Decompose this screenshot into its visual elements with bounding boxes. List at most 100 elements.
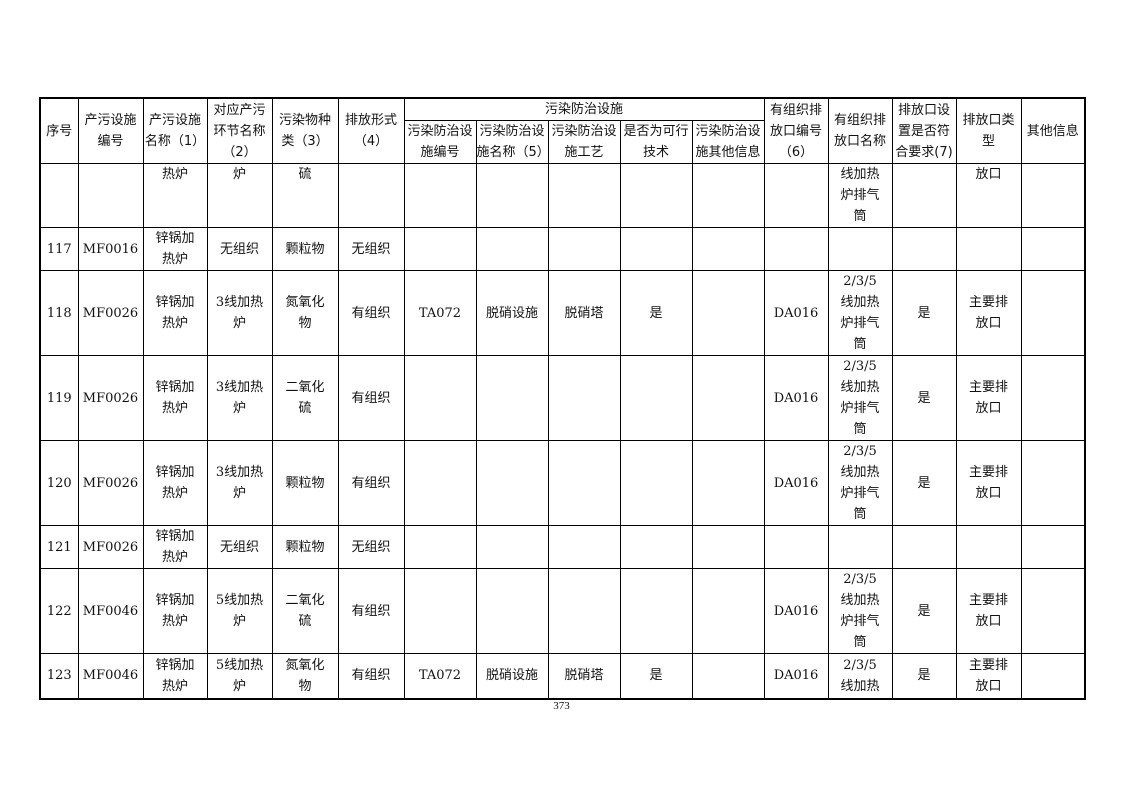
header-control-name: 污染防治设 施名称（5）	[475, 120, 549, 164]
table-cell	[475, 440, 549, 526]
table-cell	[475, 355, 549, 441]
header-facility-name: 产污设施 名称（1）	[142, 97, 208, 164]
table-cell: 无组织	[206, 525, 273, 569]
table-cell: 颗粒物	[271, 525, 339, 569]
table-cell: 脱硝塔	[547, 270, 621, 356]
table-cell	[619, 227, 693, 271]
header-outlet-type: 排放口类 型	[955, 97, 1022, 164]
table-cell	[619, 525, 693, 569]
table-cell: 颗粒物	[271, 227, 339, 271]
table-cell	[403, 440, 477, 526]
table-cell	[827, 525, 893, 569]
table-cell: DA016	[763, 355, 829, 441]
table-cell	[475, 568, 549, 654]
header-control-id: 污染防治设 施编号	[403, 120, 477, 164]
header-process: 对应产污 环节名称 （2）	[206, 97, 273, 164]
table-cell: 5线加热 炉	[206, 568, 273, 654]
table-cell: TA072	[403, 653, 477, 699]
table-cell	[475, 227, 549, 271]
header-control-tech: 污染防治设 施工艺	[547, 120, 621, 164]
table-cell: 2/3/5 线加热 炉排气 筒	[827, 440, 893, 526]
table-cell: 锌锅加 热炉	[142, 227, 208, 271]
header-seq: 序号	[39, 97, 79, 164]
table-cell: 120	[39, 440, 79, 526]
table-cell	[691, 355, 765, 441]
header-control-other: 污染防治设 施其他信息	[691, 120, 765, 164]
table-cell: 123	[39, 653, 79, 699]
table-cell	[547, 568, 621, 654]
table-cell	[403, 568, 477, 654]
header-other: 其他信息	[1020, 97, 1086, 164]
table-cell: 脱硝塔	[547, 653, 621, 699]
table-cell	[955, 525, 1022, 569]
table-cell	[403, 163, 477, 228]
table-cell	[763, 525, 829, 569]
table-cell: 二氧化 硫	[271, 568, 339, 654]
table-cell	[1020, 525, 1086, 569]
table-cell: 热炉	[142, 163, 208, 228]
table-cell	[547, 163, 621, 228]
table-cell	[691, 440, 765, 526]
table-cell: 是	[891, 270, 957, 356]
table-row: 121 MF0026 锌锅加 热炉 无组织 颗粒物 无组织	[39, 525, 1086, 569]
table-row: 119 MF0026 锌锅加 热炉 3线加热 炉二氧化 硫有组织 DA016 2/3/5 …	[39, 355, 1086, 441]
table-cell	[691, 653, 765, 699]
table-cell: 无组织	[206, 227, 273, 271]
table-cell: MF0046	[77, 653, 144, 699]
table-cell: 主要排 放口	[955, 355, 1022, 441]
table-cell: 锌锅加 热炉	[142, 440, 208, 526]
table-cell	[547, 227, 621, 271]
table-cell: 3线加热 炉	[206, 440, 273, 526]
table-cell: 主要排 放口	[955, 270, 1022, 356]
table-cell	[619, 568, 693, 654]
table-cell	[547, 525, 621, 569]
table-cell: 锌锅加 热炉	[142, 568, 208, 654]
table-cell: MF0026	[77, 355, 144, 441]
table-cell: MF0016	[77, 227, 144, 271]
table-body: 热炉炉硫线加热 炉排气 筒放口 117 MF0016 锌锅加 热炉 无组织 颗粒物 无组织 1…	[39, 163, 1086, 699]
table-cell: 有组织	[337, 270, 405, 356]
table-cell: 是	[891, 568, 957, 654]
table-row: 热炉炉硫 线加热 炉排气 筒放口	[39, 163, 1086, 228]
table-cell: 锌锅加 热炉	[142, 270, 208, 356]
table-cell: MF0026	[77, 440, 144, 526]
table-cell	[891, 525, 957, 569]
page-number: 373	[553, 700, 570, 712]
table-cell: 无组织	[337, 227, 405, 271]
table-cell	[1020, 355, 1086, 441]
header-emission-form: 排放形式 （4）	[337, 97, 405, 164]
table-cell	[475, 525, 549, 569]
table-cell: 锌锅加 热炉	[142, 653, 208, 699]
header-facility-id: 产污设施 编号	[77, 97, 144, 164]
table-cell	[763, 163, 829, 228]
table-cell: DA016	[763, 653, 829, 699]
table-cell: DA016	[763, 568, 829, 654]
table-cell	[1020, 270, 1086, 356]
table-cell	[955, 227, 1022, 271]
header-pollutant: 污染物种 类（3）	[271, 97, 339, 164]
table-cell: 颗粒物	[271, 440, 339, 526]
table-cell: DA016	[763, 270, 829, 356]
table-cell: 脱硝设施	[475, 270, 549, 356]
table-cell	[891, 163, 957, 228]
table-cell	[475, 163, 549, 228]
table-cell: 3线加热 炉	[206, 270, 273, 356]
table-cell: 118	[39, 270, 79, 356]
table-cell	[1020, 163, 1086, 228]
table-cell	[547, 440, 621, 526]
header-control-group: 污染防治设施	[403, 97, 765, 121]
table-cell: 是	[619, 653, 693, 699]
table-cell	[827, 227, 893, 271]
table-cell	[77, 163, 144, 228]
table-cell: 无组织	[337, 525, 405, 569]
table-cell: 121	[39, 525, 79, 569]
table-cell: 锌锅加 热炉	[142, 525, 208, 569]
table-cell: 有组织	[337, 653, 405, 699]
table-cell	[691, 163, 765, 228]
table-cell: 2/3/5 线加热 炉排气 筒	[827, 355, 893, 441]
table-cell: 氮氧化 物	[271, 270, 339, 356]
table-cell: 脱硝设施	[475, 653, 549, 699]
table-cell: 3线加热 炉	[206, 355, 273, 441]
permit-table: 序号 产污设施 编号 产污设施 名称（1） 对应产污 环节名称 （2） 污染物种…	[39, 97, 1086, 700]
table-cell	[619, 355, 693, 441]
